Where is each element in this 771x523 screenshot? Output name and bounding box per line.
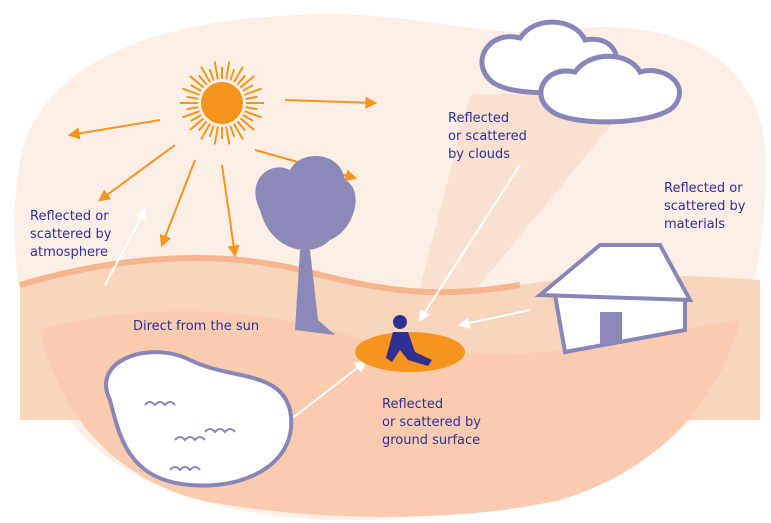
label-line: Reflected or	[30, 209, 109, 224]
label-line: or scattered	[448, 129, 527, 144]
page: Reflected or scattered by atmosphere Ref…	[0, 0, 771, 523]
label-line: Reflected	[382, 397, 443, 412]
label-line: scattered by	[664, 199, 746, 214]
label-line: ground surface	[382, 433, 480, 448]
label-line: Reflected	[448, 111, 509, 126]
label-line: Direct from the sun	[133, 319, 259, 334]
label-line: materials	[664, 217, 725, 232]
label-atmosphere: Reflected or scattered by atmosphere	[30, 209, 116, 260]
diagram: Reflected or scattered by atmosphere Ref…	[0, 0, 771, 523]
label-line: Reflected or	[664, 181, 743, 196]
label-line: or scattered by	[382, 415, 481, 430]
label-line: by clouds	[448, 147, 510, 162]
label-line: scattered by	[30, 227, 112, 242]
label-direct: Direct from the sun	[133, 319, 259, 334]
label-line: atmosphere	[30, 245, 108, 260]
